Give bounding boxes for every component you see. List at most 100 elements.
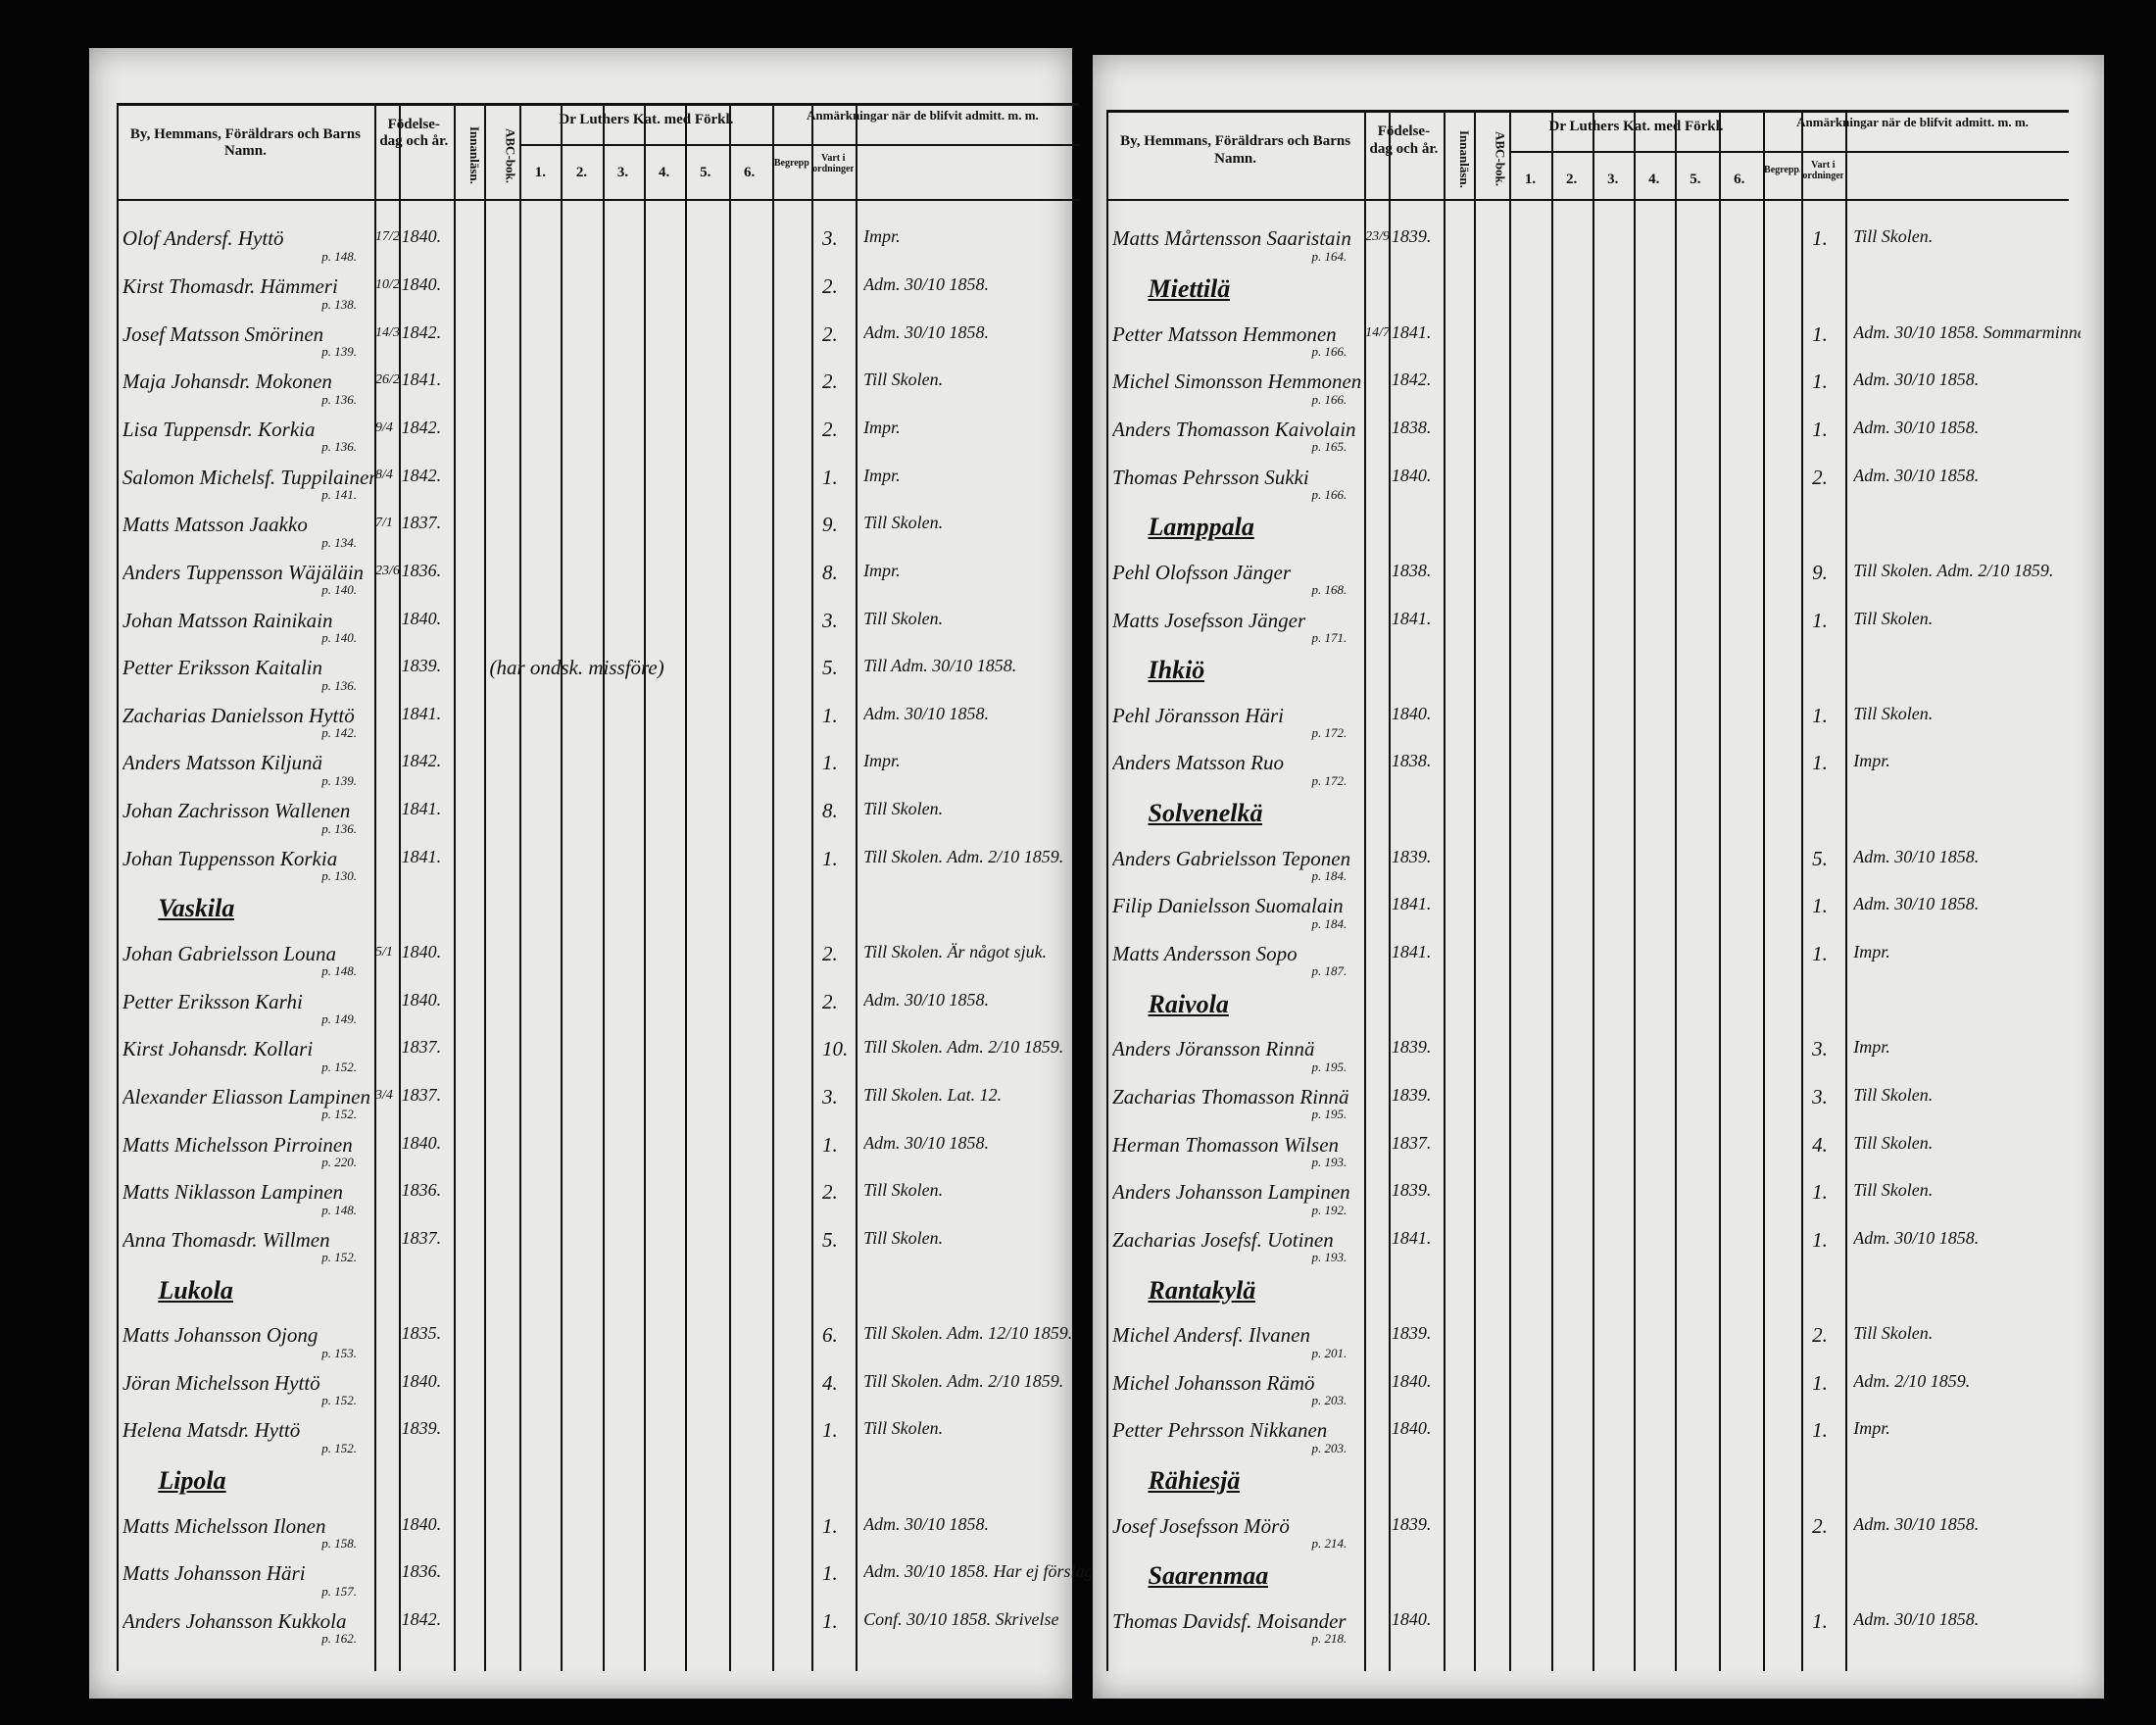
birth-day: 26/2 [375, 372, 400, 388]
header-cell: 5. [700, 165, 711, 181]
page-ref: p. 166. [1311, 487, 1348, 503]
order: 2. [821, 370, 838, 394]
page-ref: p. 138. [321, 296, 358, 312]
remark: Adm. 2/10 1859. [1853, 1370, 1971, 1391]
column-rule [561, 103, 564, 1671]
page-ref: p. 193. [1311, 1155, 1348, 1170]
person-name: Petter Eriksson Karhi [122, 989, 303, 1013]
person-name: Zacharias Thomasson Rinnä [1112, 1084, 1349, 1109]
header-cell: Vart i ordningen. [812, 152, 855, 175]
column-rule [1106, 110, 1109, 1671]
remark: Adm. 30/10 1858. [863, 1132, 990, 1153]
person-name: Herman Thomasson Wilsen [1112, 1132, 1340, 1157]
village-heading: Lukola [158, 1275, 233, 1305]
birth-year: 1839. [1391, 846, 1432, 866]
order: 2. [821, 418, 838, 442]
order: 1. [821, 1561, 838, 1586]
remark: Impr. [1853, 1418, 1890, 1439]
header-cell: Innanläsn. [1457, 129, 1472, 188]
person-name: Josef Matsson Smörinen [122, 321, 324, 346]
order: 1. [1812, 226, 1828, 251]
order: 1. [1812, 1180, 1828, 1205]
order: 5. [1812, 846, 1828, 870]
person-name: Michel Simonsson Hemmonen [1112, 370, 1362, 394]
birth-year: 1839. [1391, 1323, 1432, 1344]
birth-day: 7/1 [375, 516, 393, 531]
column-rule [1550, 110, 1553, 1671]
village-heading: Saarenmaa [1148, 1561, 1269, 1591]
birth-year: 1840. [1391, 1418, 1432, 1439]
remark: Till Skolen. [1853, 226, 1934, 247]
header-cell: ABC-bok. [1493, 131, 1507, 187]
header-cell: 6. [743, 165, 756, 181]
person-name: Anders Johansson Lampinen [1112, 1180, 1350, 1205]
order: 1. [821, 1608, 838, 1633]
page-ref: p. 130. [321, 868, 358, 884]
order: 5. [821, 656, 838, 680]
village-heading: Miettilä [1148, 274, 1231, 304]
column-rule [373, 103, 376, 1671]
person-name: Anders Matsson Ruo [1112, 751, 1285, 775]
page-ref: p. 152. [321, 1440, 358, 1455]
village-heading: Lamppala [1148, 513, 1254, 542]
person-name: Petter Pehrsson Nikkanen [1112, 1418, 1328, 1443]
order: 9. [821, 513, 838, 537]
remark: Till Skolen. [1853, 1323, 1934, 1344]
birth-day: 10/2 [375, 276, 400, 292]
page-ref: p. 158. [321, 1536, 358, 1552]
person-name: Anders Gabrielsson Teponen [1112, 846, 1351, 870]
page-ref: p. 139. [321, 772, 358, 788]
column-rule [855, 103, 858, 1671]
birth-year: 1840. [401, 1513, 442, 1534]
rule [1106, 199, 2070, 202]
column-rule [398, 103, 401, 1671]
remark: Adm. 30/10 1858. [863, 989, 990, 1010]
column-rule [1762, 110, 1765, 1671]
order: 1. [821, 465, 838, 489]
person-name: Josef Josefsson Mörö [1112, 1513, 1290, 1538]
column-rule [1509, 110, 1512, 1671]
page-ref: p. 214. [1311, 1536, 1348, 1552]
column-rule [519, 103, 522, 1671]
birth-day: 17/2 [375, 229, 400, 245]
order: 2. [821, 1180, 838, 1205]
person-name: Anders Tuppensson Wäjäläin [122, 560, 365, 584]
remark: Adm. 30/10 1858. [863, 1513, 990, 1534]
remark: Impr. [863, 226, 901, 247]
person-name: Zacharias Danielsson Hyttö [122, 703, 355, 727]
village-heading: Rähiesjä [1148, 1466, 1241, 1496]
birth-year: 1842. [401, 465, 442, 485]
page-ref: p. 153. [321, 1345, 358, 1360]
person-name: Maja Johansdr. Mokonen [122, 370, 332, 394]
birth-year: 1840. [401, 989, 442, 1010]
birth-year: 1841. [1391, 1227, 1432, 1248]
remark: Adm. 30/10 1858. Sommarminnes [1853, 321, 2081, 342]
order: 1. [821, 1132, 838, 1157]
remark: Adm. 30/10 1858. [1853, 1513, 1980, 1534]
header-cell: 2. [1565, 172, 1578, 188]
birth-year: 1841. [1391, 942, 1432, 962]
header-cell: Dr Luthers Kat. med Förkl. [559, 111, 734, 127]
birth-year: 1841. [401, 846, 442, 866]
order: 1. [1812, 1418, 1828, 1443]
person-name: Petter Matsson Hemmonen [1112, 321, 1337, 346]
remark: Adm. 30/10 1858. [1853, 370, 1980, 390]
birth-year: 1837. [401, 1227, 442, 1248]
rule [1106, 110, 2070, 114]
birth-year: 1841. [401, 370, 442, 390]
person-name: Thomas Pehrsson Sukki [1112, 465, 1309, 489]
person-name: Anders Jöransson Rinnä [1112, 1037, 1315, 1061]
remark: Adm. 30/10 1858. [863, 703, 990, 723]
column-rule [1592, 110, 1594, 1671]
birth-year: 1842. [401, 1608, 442, 1629]
remark: Adm. 30/10 1858. [1853, 894, 1980, 914]
birth-year: 1839. [401, 1418, 442, 1439]
remark: Till Skolen. [1853, 608, 1934, 628]
birth-year: 1838. [1391, 560, 1432, 580]
remark: Impr. [863, 418, 901, 438]
village-heading: Lipola [158, 1466, 226, 1496]
remark: Till Skolen. Är något sjuk. [863, 942, 1048, 962]
birth-year: 1840. [401, 226, 442, 247]
order: 1. [1812, 942, 1828, 966]
remark: Till Skolen. Adm. 12/10 1859. [863, 1323, 1073, 1344]
